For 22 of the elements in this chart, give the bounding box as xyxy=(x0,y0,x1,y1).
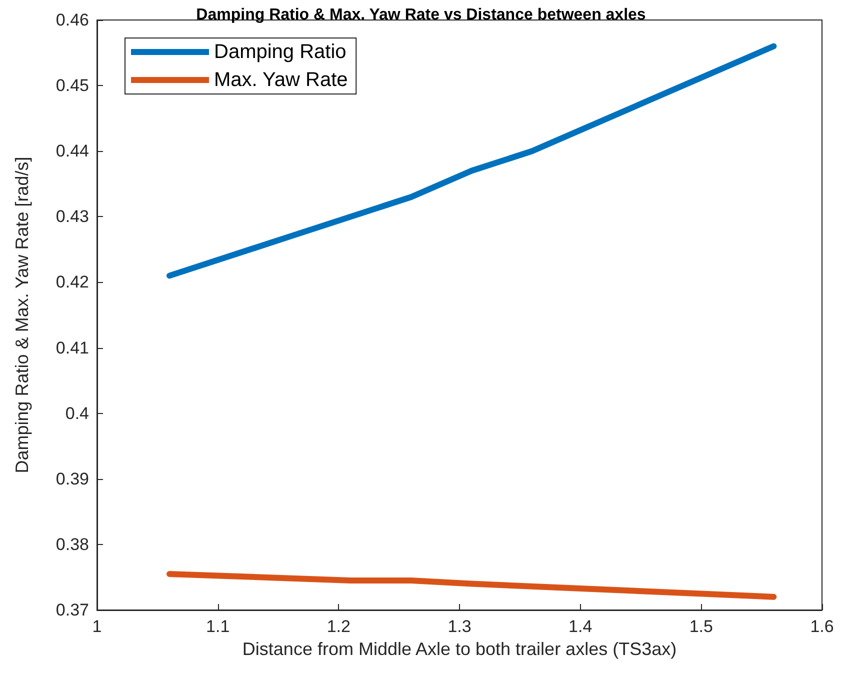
y-axis-title: Damping Ratio & Max. Yaw Rate [rad/s] xyxy=(12,156,32,474)
x-tick-label: 1.2 xyxy=(326,617,350,636)
y-tick-label: 0.41 xyxy=(56,338,89,358)
y-tick-label: 0.39 xyxy=(56,469,89,488)
y-tick-label: 0.45 xyxy=(56,76,89,96)
x-tick-label: 1 xyxy=(92,617,102,636)
x-axis-title: Distance from Middle Axle to both trailer axles (TS3ax) xyxy=(242,639,677,659)
x-tick-label: 1.6 xyxy=(810,617,834,636)
x-tick-label: 1.3 xyxy=(448,617,472,636)
y-tick-label: 0.46 xyxy=(56,10,89,30)
y-tick-label: 0.4 xyxy=(65,404,89,423)
y-tick-label: 0.38 xyxy=(56,534,89,554)
x-tick-label: 1.4 xyxy=(568,617,592,636)
x-tick-label: 1.5 xyxy=(689,617,713,636)
y-tick-label: 0.42 xyxy=(56,272,89,292)
legend-label: Max. Yaw Rate xyxy=(214,69,348,91)
y-tick-label: 0.43 xyxy=(56,207,89,226)
y-tick-label: 0.44 xyxy=(56,142,89,161)
y-tick-label: 0.37 xyxy=(56,600,89,620)
legend-label: Damping Ratio xyxy=(214,41,346,63)
chart-title: Damping Ratio & Max. Yaw Rate vs Distance between axles xyxy=(196,6,646,24)
x-tick-label: 1.1 xyxy=(206,617,230,636)
